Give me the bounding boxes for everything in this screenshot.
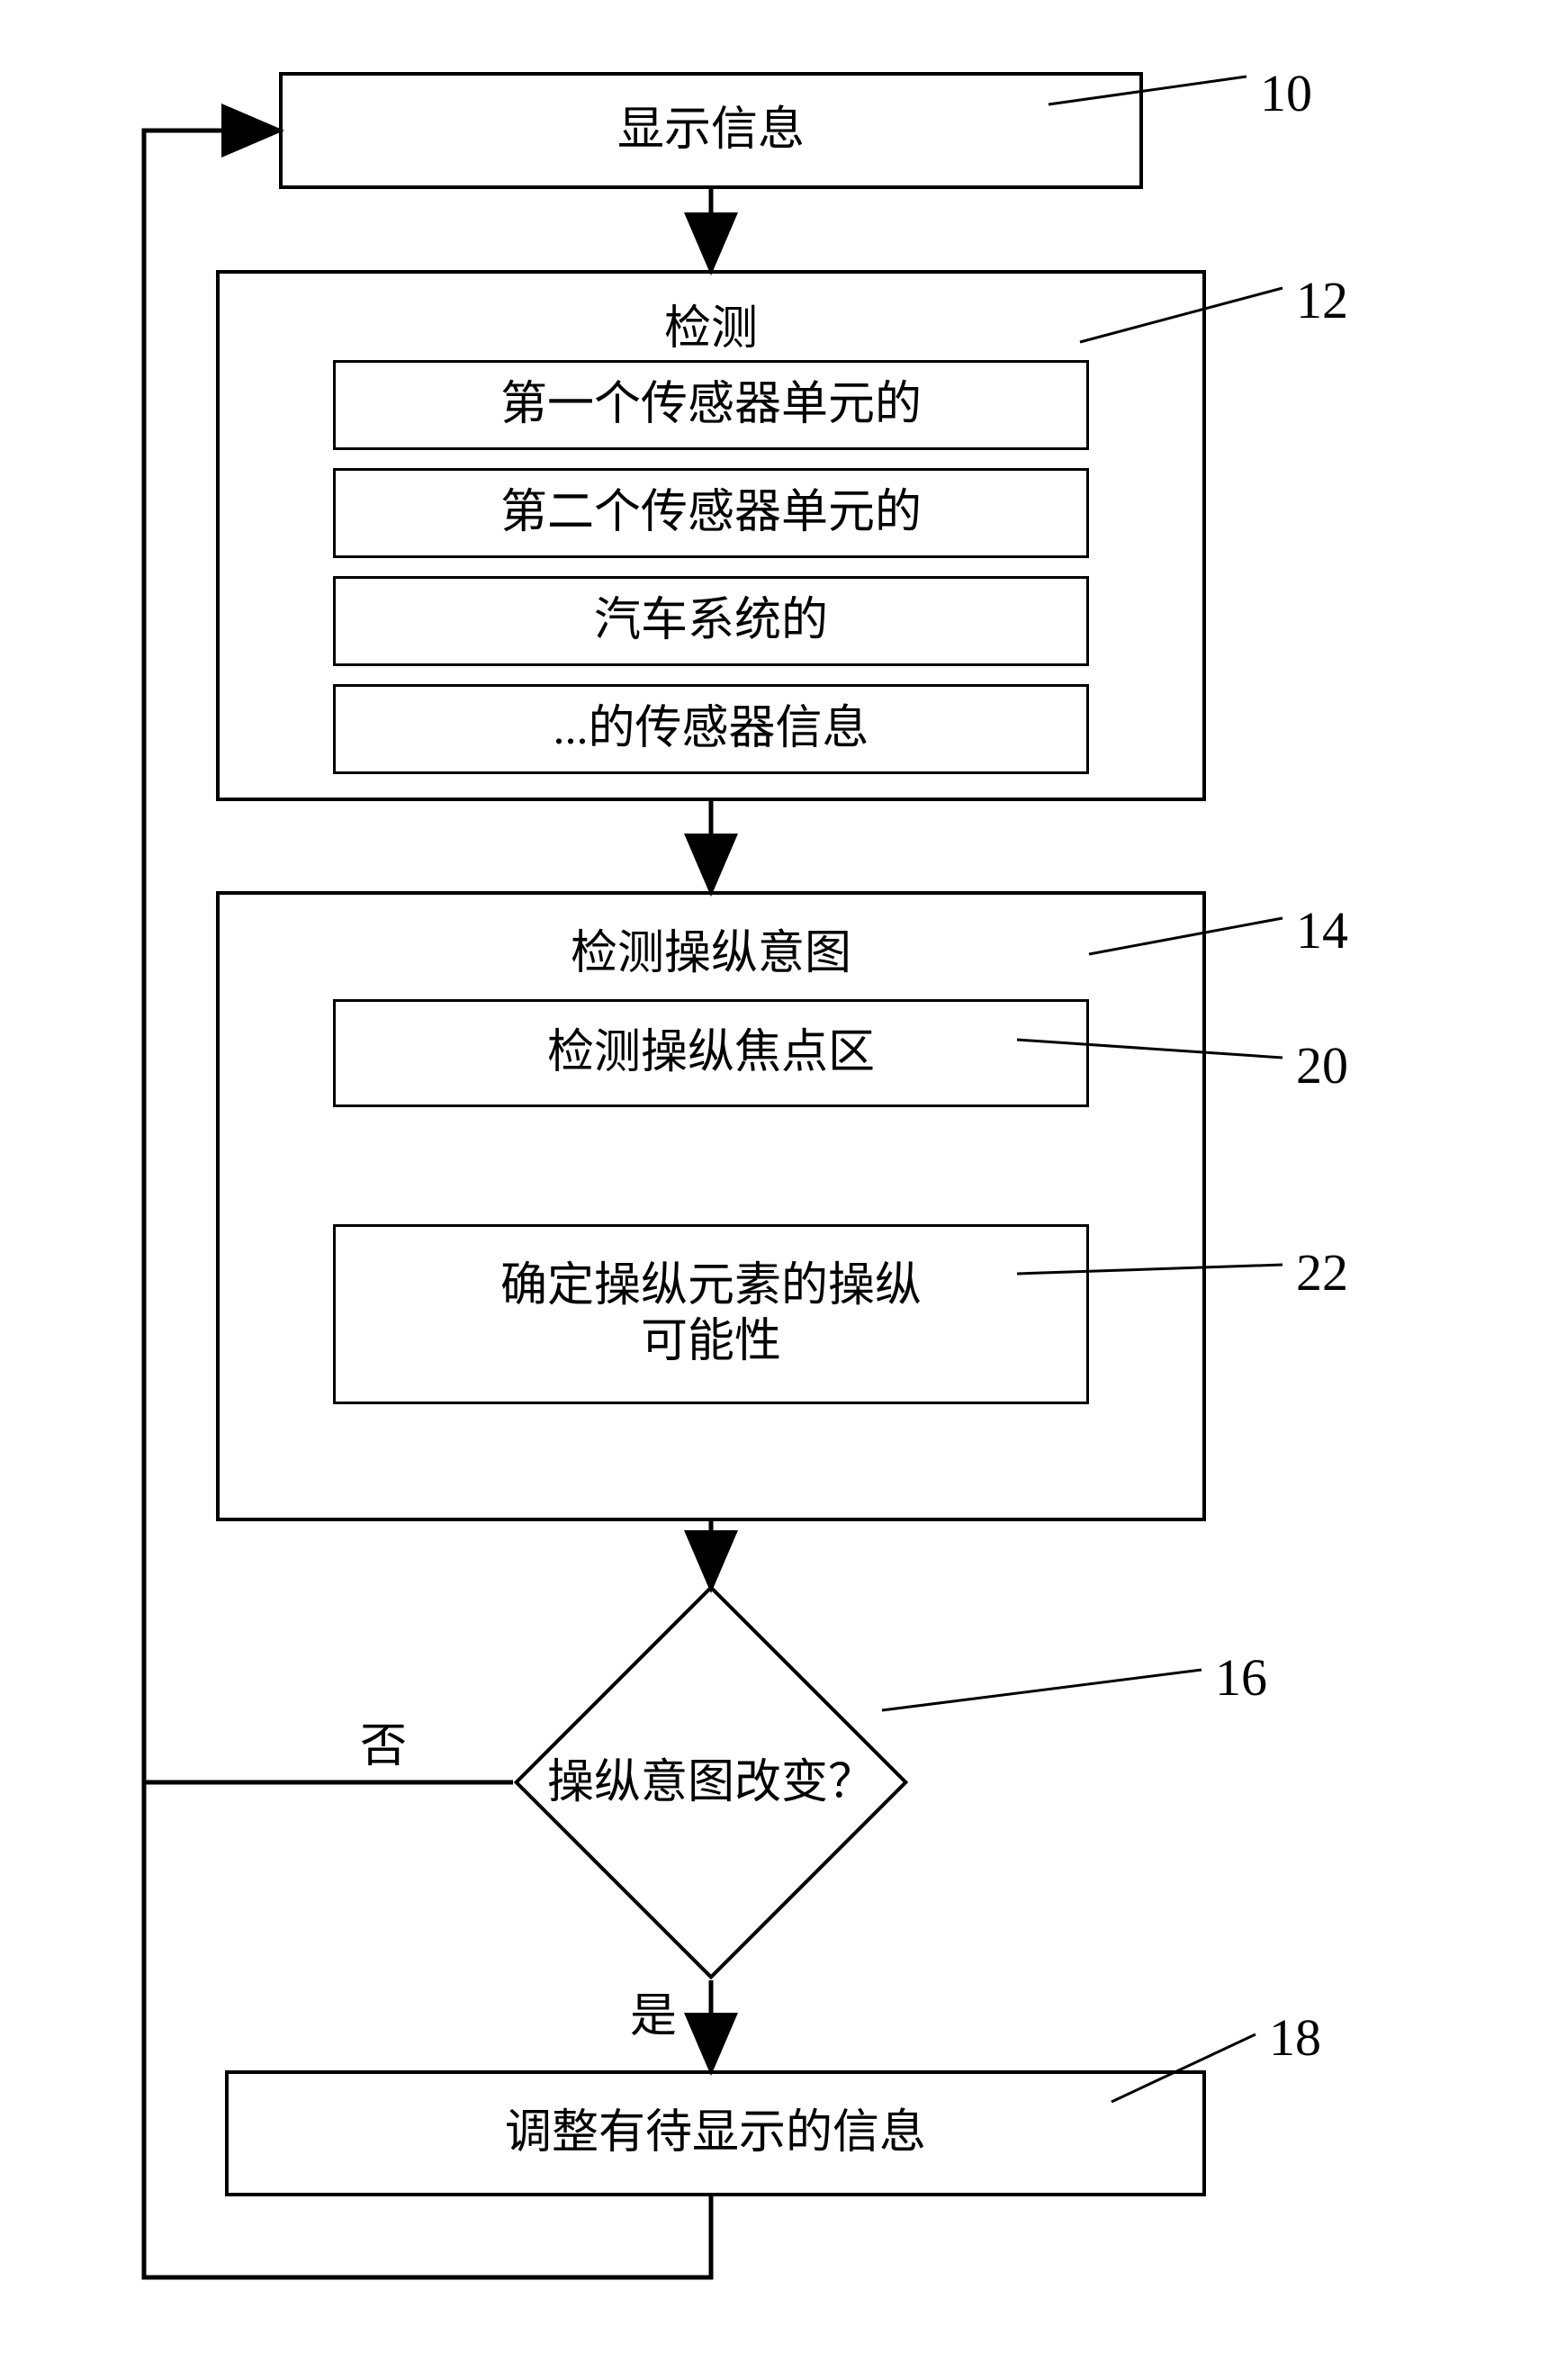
ref-16: 16 [1215, 1647, 1267, 1708]
node-detect-focus: 检测操纵焦点区 [333, 999, 1089, 1107]
decision-yes-label: 是 [630, 1989, 677, 2045]
node-detect-sensor2: 第二个传感器单元的 [333, 468, 1089, 558]
ref-14: 14 [1296, 900, 1348, 960]
node-adjust-info: 调整有待显示的信息 [225, 2070, 1206, 2196]
node-adjust-info-text: 调整有待显示的信息 [505, 2105, 926, 2161]
node-display-info-text: 显示信息 [617, 103, 805, 158]
ref-18: 18 [1269, 2007, 1321, 2068]
node-detect-sensor1: 第一个传感器单元的 [333, 360, 1089, 450]
node-detect-carsys-text: 汽车系统的 [594, 593, 828, 649]
node-detect-sensor1-text: 第一个传感器单元的 [500, 377, 922, 433]
node-detect-intent: 检测操纵意图 [216, 891, 1206, 1521]
ref-20: 20 [1296, 1035, 1348, 1095]
node-determine-possibility-text: 确定操纵元素的操纵 可能性 [500, 1258, 922, 1371]
decision-no-label: 否 [360, 1719, 407, 1775]
node-detect-etc: ...的传感器信息 [333, 684, 1089, 774]
decision-intent-change-text: 操纵意图改变？ [504, 1755, 918, 1811]
node-detect-etc-text: ...的传感器信息 [553, 701, 868, 757]
node-detect-carsys: 汽车系统的 [333, 576, 1089, 666]
node-detect-intent-title: 检测操纵意图 [220, 915, 1202, 982]
node-display-info: 显示信息 [279, 72, 1143, 189]
node-detect-title: 检测 [220, 290, 1202, 357]
ref-22: 22 [1296, 1242, 1348, 1303]
flowchart-canvas: 显示信息 10 检测 第一个传感器单元的 第二个传感器单元的 汽车系统的 ...… [0, 0, 1566, 2380]
ref-10: 10 [1260, 63, 1312, 123]
ref-12: 12 [1296, 270, 1348, 330]
node-detect-sensor2-text: 第二个传感器单元的 [500, 485, 922, 541]
node-detect-focus-text: 检测操纵焦点区 [547, 1025, 875, 1081]
node-determine-possibility: 确定操纵元素的操纵 可能性 [333, 1224, 1089, 1404]
